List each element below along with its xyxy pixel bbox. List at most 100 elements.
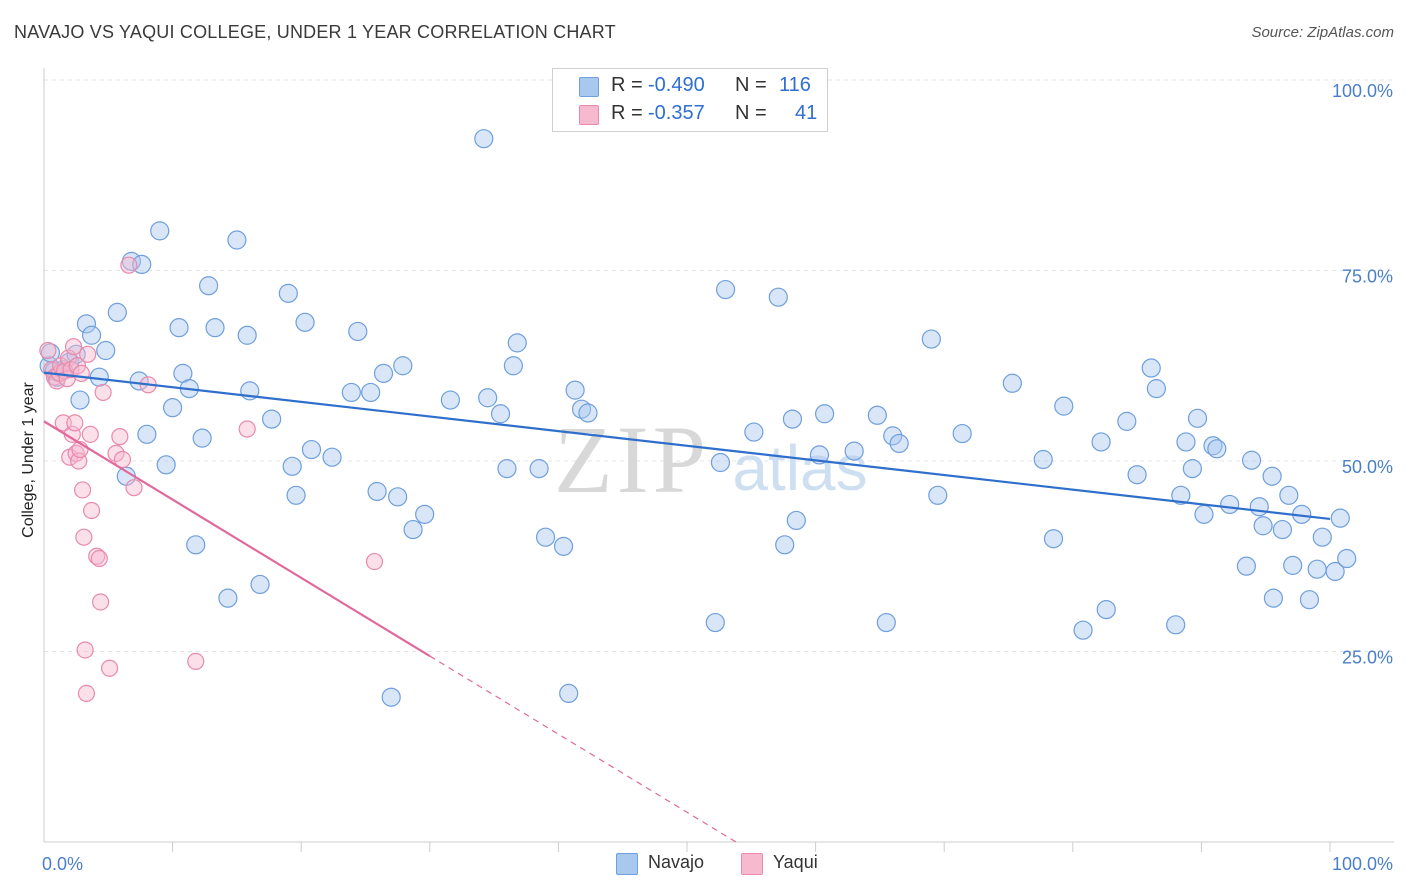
- navajo-point: [1117, 411, 1137, 431]
- navajo-point: [478, 388, 498, 408]
- navajo-point: [1299, 590, 1320, 610]
- navajo-point: [218, 588, 238, 608]
- navajo-point: [70, 390, 90, 410]
- yaqui-n-value: 41: [795, 102, 818, 124]
- y-axis-title: College, Under 1 year: [20, 382, 37, 538]
- navajo-point: [415, 504, 435, 524]
- navajo-point: [322, 447, 342, 467]
- navajo-point: [1279, 485, 1299, 505]
- navajo-point: [186, 535, 206, 555]
- navajo-point: [1146, 379, 1166, 399]
- navajo-point: [1194, 504, 1214, 524]
- navajo-point: [403, 519, 423, 540]
- navajo-point: [553, 536, 574, 556]
- yaqui-r-label: R =: [611, 102, 643, 124]
- navajo-point: [1307, 559, 1327, 579]
- yaqui-point: [187, 652, 205, 671]
- watermark-atlas: atlas: [732, 432, 867, 504]
- yaqui-point: [64, 338, 83, 356]
- navajo-point: [1127, 465, 1147, 485]
- navajo-point: [205, 318, 225, 338]
- navajo-point: [367, 481, 387, 502]
- yaqui-point: [113, 450, 132, 469]
- navajo-point: [1253, 516, 1273, 536]
- yaqui-point: [238, 420, 256, 438]
- navajo-point: [169, 318, 189, 338]
- yaqui-point: [77, 684, 96, 703]
- navajo-point: [497, 459, 517, 479]
- legend-row-navajo: R = -0.490 N = 116: [553, 71, 827, 101]
- navajo-point: [782, 409, 803, 429]
- navajo-point: [1236, 556, 1257, 576]
- navajo-point: [1091, 432, 1111, 452]
- navajo-point: [1054, 396, 1074, 416]
- navajo-point: [1249, 497, 1269, 517]
- navajo-point: [348, 321, 368, 342]
- yaqui-swatch: [579, 105, 599, 125]
- navajo-point: [928, 485, 948, 505]
- yaqui-point: [91, 593, 110, 611]
- trendlines: [43, 371, 1331, 845]
- navajo-r-value: -0.490: [648, 74, 705, 96]
- yaqui-point: [100, 659, 119, 677]
- navajo-point: [1002, 373, 1022, 393]
- chart-source: Source: ZipAtlas.com: [1251, 24, 1394, 41]
- yaqui-point: [111, 428, 129, 446]
- navajo-legend-label: Navajo: [648, 852, 705, 872]
- navajo-point: [381, 687, 401, 707]
- navajo-point: [1207, 439, 1227, 459]
- navajo-point: [199, 276, 219, 296]
- navajo-point: [883, 426, 903, 446]
- axes: [43, 68, 1394, 852]
- yaqui-point: [39, 341, 57, 360]
- navajo-point: [490, 404, 511, 424]
- x-tick-label: 100.0%: [1332, 854, 1393, 874]
- yaqui-point: [76, 641, 94, 659]
- navajo-point: [876, 612, 896, 633]
- navajo-point: [237, 325, 257, 345]
- navajo-point: [96, 340, 116, 361]
- tick-labels: 100.0% 75.0% 50.0% 25.0% 0.0% 100.0%: [42, 81, 1393, 874]
- navajo-point: [295, 312, 315, 332]
- yaqui-point: [72, 364, 90, 382]
- navajo-point: [1166, 615, 1186, 635]
- yaqui-point: [90, 549, 108, 568]
- navajo-point: [1325, 561, 1345, 582]
- navajo-n-label: N =: [735, 74, 767, 96]
- yaqui-n-label: N =: [735, 102, 767, 124]
- navajo-point: [1141, 358, 1161, 378]
- gridlines: [44, 79, 1394, 652]
- navajo-point: [393, 356, 413, 376]
- yaqui-point: [365, 552, 384, 571]
- correlation-legend: R = -0.490 N = 116 R = -0.357 N = 41: [552, 68, 828, 132]
- navajo-point: [156, 455, 176, 475]
- navajo-trendline: [43, 371, 1331, 521]
- navajo-point: [889, 433, 909, 454]
- navajo-point: [535, 527, 556, 547]
- chart-title: NAVAJO VS YAQUI COLLEGE, UNDER 1 YEAR CO…: [14, 22, 616, 42]
- navajo-point: [1096, 599, 1116, 620]
- navajo-point: [250, 574, 270, 595]
- navajo-point: [952, 423, 972, 444]
- navajo-point: [1262, 466, 1282, 486]
- yaqui-points: [39, 256, 384, 703]
- navajo-point: [1171, 485, 1191, 505]
- navajo-points: [39, 129, 1357, 707]
- yaqui-point: [125, 479, 143, 497]
- navajo-point: [286, 485, 306, 505]
- navajo-swatch: [579, 77, 599, 97]
- navajo-point: [150, 221, 170, 241]
- yaqui-point: [75, 528, 93, 546]
- navajo-point: [137, 424, 157, 444]
- navajo-point: [768, 287, 788, 307]
- navajo-point: [815, 404, 835, 424]
- yaqui-legend-label: Yaqui: [773, 852, 818, 872]
- navajo-point: [341, 382, 361, 403]
- navajo-point: [1283, 555, 1303, 575]
- watermark: ZIP atlas: [554, 406, 868, 513]
- yaqui-point: [82, 501, 101, 520]
- navajo-point: [81, 325, 102, 345]
- yaqui-point: [79, 345, 97, 363]
- yaqui-point: [94, 383, 112, 402]
